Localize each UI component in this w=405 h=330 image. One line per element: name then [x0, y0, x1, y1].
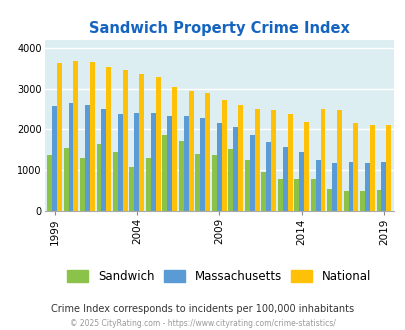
Bar	[134, 113, 139, 211]
Bar	[359, 191, 364, 211]
Bar	[151, 113, 156, 211]
Bar	[179, 141, 183, 211]
Bar	[85, 105, 90, 211]
Bar	[167, 116, 172, 211]
Bar	[216, 123, 221, 211]
Text: © 2025 CityRating.com - https://www.cityrating.com/crime-statistics/: © 2025 CityRating.com - https://www.city…	[70, 319, 335, 328]
Bar	[381, 162, 386, 211]
Bar	[315, 160, 320, 211]
Bar	[188, 91, 193, 211]
Bar	[353, 123, 358, 211]
Bar	[271, 110, 275, 211]
Bar	[277, 179, 282, 211]
Bar	[129, 168, 134, 211]
Bar	[364, 163, 369, 211]
Bar	[310, 179, 315, 211]
Legend: Sandwich, Massachusetts, National: Sandwich, Massachusetts, National	[62, 265, 375, 288]
Bar	[211, 155, 216, 211]
Text: Crime Index corresponds to incidents per 100,000 inhabitants: Crime Index corresponds to incidents per…	[51, 304, 354, 314]
Bar	[145, 158, 151, 211]
Bar	[343, 191, 347, 211]
Bar	[68, 103, 73, 211]
Bar	[326, 189, 331, 211]
Bar	[172, 86, 177, 211]
Bar	[266, 142, 271, 211]
Bar	[260, 172, 266, 211]
Bar	[347, 162, 353, 211]
Bar	[287, 114, 292, 211]
Bar	[47, 155, 52, 211]
Bar	[183, 115, 188, 211]
Bar	[303, 122, 308, 211]
Title: Sandwich Property Crime Index: Sandwich Property Crime Index	[89, 21, 349, 36]
Bar	[205, 93, 210, 211]
Bar	[375, 190, 381, 211]
Bar	[139, 74, 144, 211]
Bar	[90, 62, 95, 211]
Bar	[331, 163, 336, 211]
Bar	[52, 106, 57, 211]
Bar	[162, 135, 167, 211]
Bar	[232, 127, 238, 211]
Bar	[96, 144, 101, 211]
Bar	[123, 70, 128, 211]
Bar	[298, 152, 303, 211]
Bar	[57, 63, 62, 211]
Bar	[106, 67, 111, 211]
Bar	[64, 148, 68, 211]
Bar	[101, 110, 106, 211]
Bar	[254, 109, 259, 211]
Bar	[118, 114, 123, 211]
Bar	[200, 118, 205, 211]
Bar	[244, 160, 249, 211]
Bar	[156, 77, 160, 211]
Bar	[369, 125, 374, 211]
Bar	[228, 149, 232, 211]
Bar	[282, 147, 287, 211]
Bar	[80, 158, 85, 211]
Bar	[320, 109, 325, 211]
Bar	[195, 153, 200, 211]
Bar	[221, 100, 226, 211]
Bar	[238, 105, 243, 211]
Bar	[386, 125, 390, 211]
Bar	[336, 110, 341, 211]
Bar	[113, 152, 118, 211]
Bar	[249, 135, 254, 211]
Bar	[73, 61, 78, 211]
Bar	[294, 179, 298, 211]
